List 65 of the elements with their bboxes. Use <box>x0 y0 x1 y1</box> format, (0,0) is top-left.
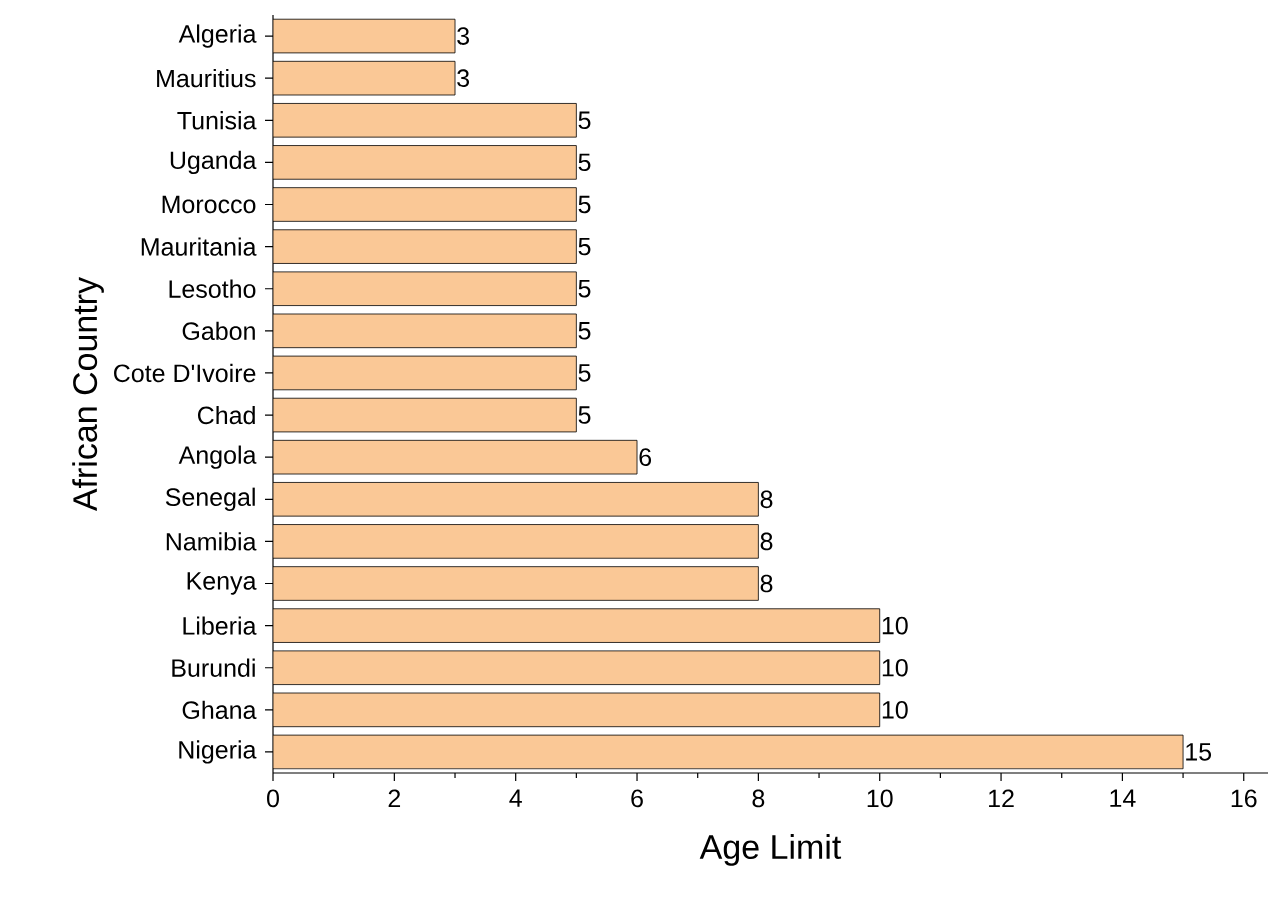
data-label: 10 <box>882 700 908 719</box>
y-tick-label: Tunisia <box>177 111 257 130</box>
data-label: 15 <box>1186 743 1212 761</box>
bar <box>273 397 577 433</box>
x-tick-label: 2 <box>388 789 401 807</box>
bar <box>273 18 456 54</box>
y-axis-title: African Country <box>72 276 104 512</box>
bar <box>273 439 638 475</box>
data-label: 5 <box>578 153 591 172</box>
y-tick-label: Gabon <box>182 321 255 341</box>
y-tick-label: Kenya <box>187 572 257 595</box>
y-tick-label: Liberia <box>183 616 257 635</box>
bar <box>273 482 759 517</box>
bar <box>273 187 577 222</box>
x-tick-label: 12 <box>989 789 1014 807</box>
x-tick-label: 16 <box>1231 789 1257 808</box>
bar <box>273 734 1184 770</box>
x-tick-label: 14 <box>1110 789 1136 807</box>
y-tick-label: Morocco <box>162 195 256 214</box>
y-tick-label: Burundi <box>172 658 255 677</box>
x-tick-label: 0 <box>267 789 279 808</box>
y-tick-label: Mauritania <box>141 237 257 256</box>
y-tick-label: Uganda <box>170 150 257 175</box>
y-tick-label: Ghana <box>182 700 257 720</box>
y-tick-label: Senegal <box>165 487 255 511</box>
data-label: 5 <box>578 195 591 214</box>
bar <box>273 692 881 728</box>
y-tick-label: Cote D'Ivoire <box>114 363 256 383</box>
x-axis-title: Age Limit <box>699 834 842 866</box>
data-label: 5 <box>578 280 591 298</box>
y-tick-label: Nigeria <box>179 740 257 764</box>
data-label: 10 <box>882 658 908 677</box>
data-label: 5 <box>578 111 591 130</box>
data-label: 5 <box>578 406 591 424</box>
bar <box>273 145 577 180</box>
bar <box>273 271 577 306</box>
y-tick-label: Namibia <box>166 532 257 551</box>
bar <box>273 60 456 96</box>
bar <box>273 566 759 601</box>
y-tick-label: Mauritius <box>157 68 256 88</box>
data-label: 5 <box>578 322 591 340</box>
data-label: 8 <box>760 532 773 551</box>
x-tick-label: 6 <box>631 789 643 808</box>
y-tick-label: Angola <box>178 445 257 469</box>
data-label: 8 <box>760 490 773 509</box>
y-tick-label: Algeria <box>178 24 257 48</box>
y-tick-label: Lesotho <box>169 279 256 298</box>
data-label: 10 <box>882 616 908 635</box>
bar <box>273 524 759 559</box>
data-label: 5 <box>578 237 591 256</box>
data-label: 6 <box>639 448 652 467</box>
bar <box>273 313 577 349</box>
bar <box>273 103 577 138</box>
x-tick-label: 4 <box>509 789 522 807</box>
data-label: 5 <box>578 364 591 382</box>
data-label: 3 <box>457 27 470 45</box>
data-label: 3 <box>457 69 470 88</box>
bar <box>273 355 577 391</box>
bar <box>273 229 577 264</box>
bar <box>273 650 881 685</box>
x-tick-label: 8 <box>752 789 765 808</box>
x-tick-label: 10 <box>867 789 893 808</box>
bar <box>273 608 881 643</box>
y-tick-label: Chad <box>197 405 255 425</box>
data-label: 8 <box>760 574 773 593</box>
